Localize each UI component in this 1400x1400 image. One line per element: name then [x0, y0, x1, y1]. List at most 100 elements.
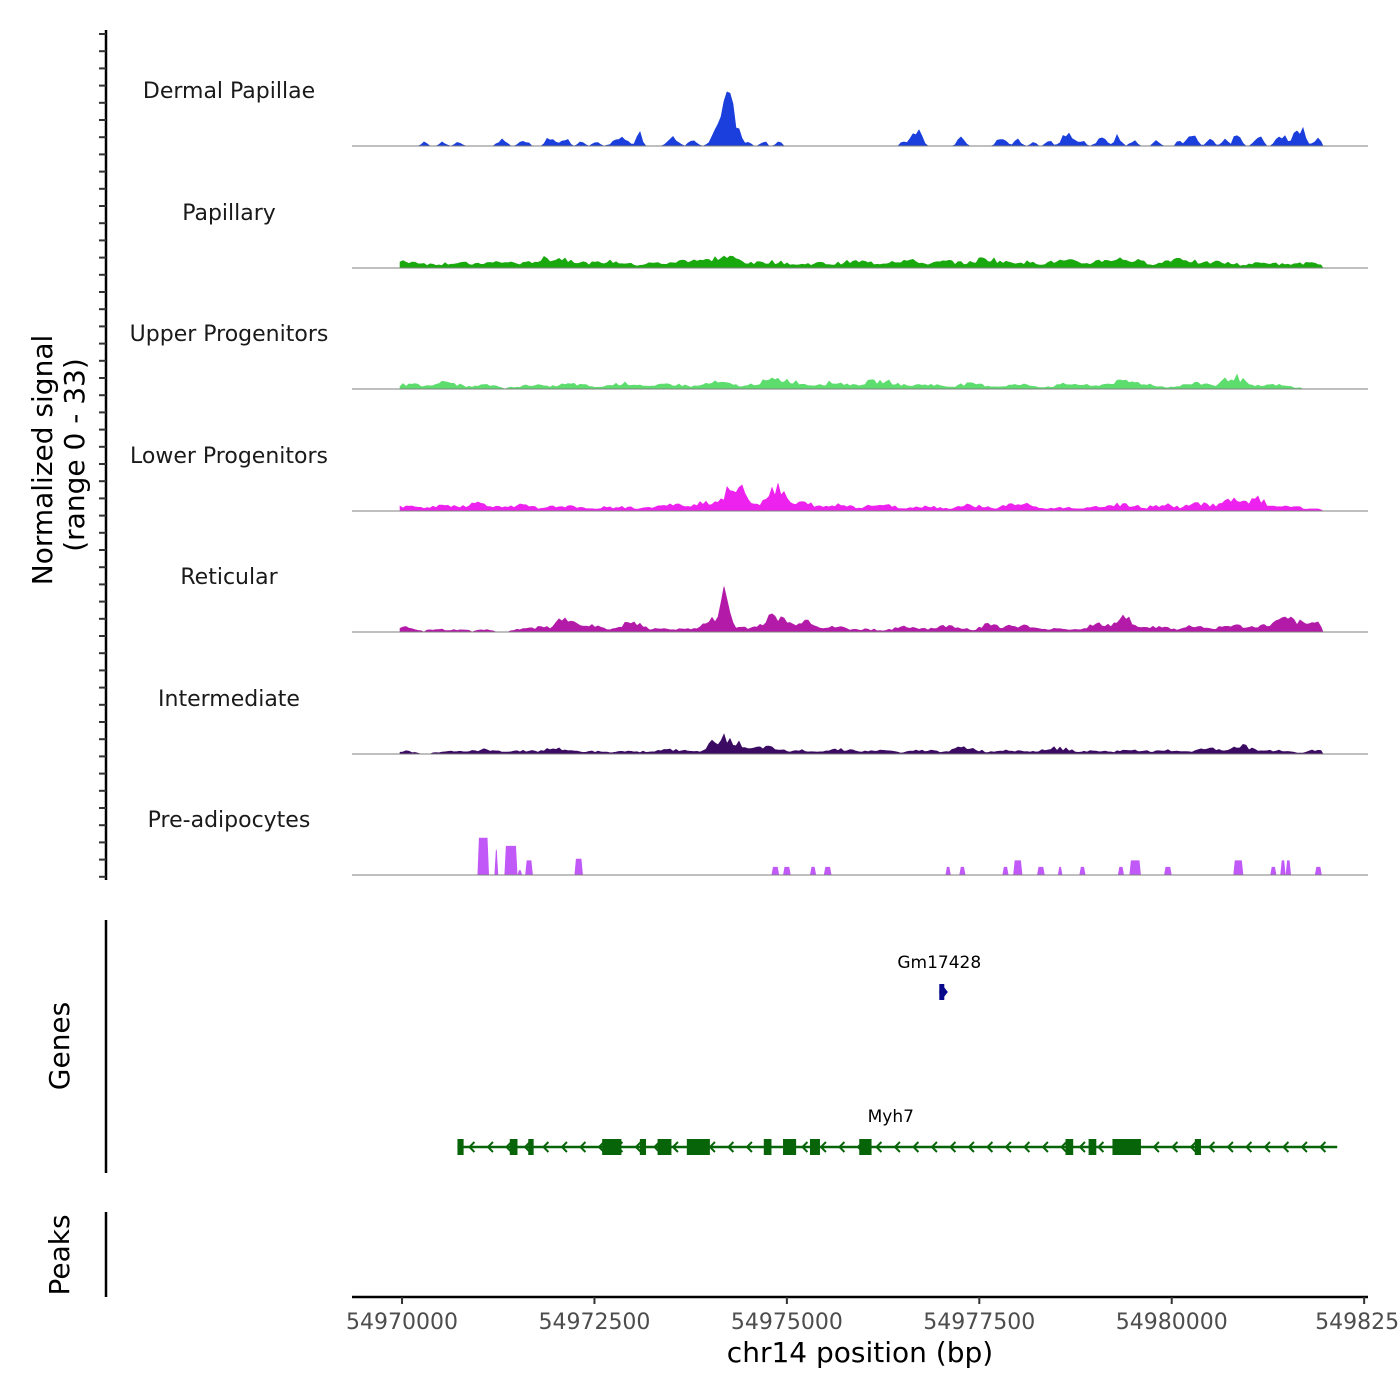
signal-bar: [1314, 866, 1322, 875]
gene-exon: [528, 1139, 534, 1155]
track-label: Pre-adipocytes: [148, 808, 311, 833]
signal-area: [399, 733, 1324, 755]
strand-arrow: [542, 1141, 550, 1153]
peaks-axis-label: Peaks: [43, 1214, 76, 1295]
strand-arrow: [1171, 1141, 1179, 1153]
gene-exon: [1088, 1139, 1097, 1155]
strand-arrow: [875, 1141, 883, 1153]
strand-arrow: [708, 1141, 716, 1153]
track-label: Dermal Papillae: [143, 79, 315, 104]
strand-arrow: [930, 1141, 938, 1153]
track-reticular: Reticular: [180, 565, 1368, 633]
strand-arrow: [745, 1141, 753, 1153]
strand-arrow: [1226, 1141, 1234, 1153]
strand-arrow: [727, 1141, 735, 1153]
strand-arrow: [949, 1141, 957, 1153]
strand-arrow: [838, 1141, 846, 1153]
gene-exon: [639, 1139, 647, 1155]
track-pre-adipocytes: Pre-adipocytes: [148, 808, 1368, 876]
strand-arrow: [1208, 1141, 1216, 1153]
gene-exon: [809, 1139, 820, 1155]
strand-arrow: [1282, 1141, 1290, 1153]
signal-bar: [1233, 860, 1244, 875]
strand-arrow: [801, 1141, 809, 1153]
gene-exon: [1112, 1139, 1141, 1155]
track-papillary: Papillary: [182, 201, 1368, 269]
track-dermal-papillae: Dermal Papillae: [143, 79, 1368, 147]
x-tick-label: 54975000: [731, 1310, 843, 1335]
strand-arrow: [986, 1141, 994, 1153]
genes-axis-label: Genes: [43, 1002, 76, 1090]
gene-exon: [763, 1139, 772, 1155]
gene-exon: [657, 1139, 672, 1155]
track-label: Papillary: [182, 201, 276, 226]
signal-area: [399, 586, 1324, 633]
signal-area: [399, 483, 1325, 512]
strand-arrow: [1300, 1141, 1308, 1153]
signal-bar: [1057, 866, 1063, 875]
track-lower-progenitors: Lower Progenitors: [130, 444, 1368, 512]
signal-bar: [1129, 860, 1141, 875]
gene-label: Myh7: [868, 1107, 914, 1127]
strand-arrow: [468, 1141, 476, 1153]
track-label: Reticular: [180, 565, 278, 590]
gene-track: Gm17428 Myh7: [457, 953, 1338, 1155]
signal-bar: [494, 849, 499, 875]
y-axis-title-line2: (range 0 - 33): [58, 358, 91, 552]
signal-area: [399, 373, 1323, 390]
strand-arrow: [1319, 1141, 1327, 1153]
x-tick-label: 54977500: [923, 1310, 1035, 1335]
strand-arrow: [1060, 1141, 1068, 1153]
signal-area: [399, 255, 1324, 269]
signal-bar: [525, 860, 533, 875]
signal-bar: [1117, 866, 1125, 875]
gene-exon: [509, 1139, 518, 1155]
x-tick-label: 54970000: [346, 1310, 458, 1335]
signal-tracks: Dermal Papillae Papillary Upper Progenitor…: [130, 79, 1368, 876]
strand-arrow: [1245, 1141, 1253, 1153]
axes: 54970000 54972500 54975000 54977500 54980000…: [99, 30, 1400, 1335]
x-axis-title: chr14 position (bp): [727, 1336, 993, 1369]
gene-exon: [686, 1139, 710, 1155]
gene-exon: [939, 984, 945, 1000]
track-label: Upper Progenitors: [130, 322, 329, 347]
signal-bar: [1013, 860, 1023, 875]
signal-bar: [574, 858, 583, 875]
x-tick-label: 54972500: [538, 1310, 650, 1335]
x-tick-label: 5498250: [1315, 1310, 1400, 1335]
strand-arrow: [1023, 1141, 1031, 1153]
gene-label: Gm17428: [897, 953, 981, 973]
strand-arrow: [819, 1141, 827, 1153]
strand-arrow: [671, 1141, 679, 1153]
gene-gm17428: Gm17428: [897, 953, 981, 1000]
strand-arrow: [1097, 1141, 1105, 1153]
track-label: Lower Progenitors: [130, 444, 328, 469]
strand-arrow: [1078, 1141, 1086, 1153]
gene-exon: [457, 1139, 464, 1155]
strand-arrow: [1263, 1141, 1271, 1153]
signal-bar: [1079, 866, 1086, 875]
gene-exon: [1194, 1139, 1201, 1155]
track-upper-progenitors: Upper Progenitors: [130, 322, 1368, 390]
signal-bar: [504, 845, 518, 875]
signal-bar: [1280, 860, 1286, 875]
signal-bar: [809, 866, 817, 875]
gene-exon: [602, 1139, 622, 1155]
strand-arrow: [505, 1141, 513, 1153]
strand-arrow: [1152, 1141, 1160, 1153]
track-intermediate: Intermediate: [158, 687, 1368, 755]
signal-bar: [1037, 866, 1045, 875]
strand-arrow: [912, 1141, 920, 1153]
signal-bar: [1270, 866, 1277, 875]
strand-arrow: [486, 1141, 494, 1153]
signal-bar: [823, 866, 832, 875]
gene-exon: [1065, 1139, 1074, 1155]
signal-bar: [783, 866, 791, 875]
signal-bar: [771, 866, 780, 875]
strand-arrow: [560, 1141, 568, 1153]
strand-arrow: [1041, 1141, 1049, 1153]
signal-bar: [517, 870, 523, 875]
strand-arrow: [634, 1141, 642, 1153]
strand-arrow: [1189, 1141, 1197, 1153]
y-axis-title-line1: Normalized signal: [26, 335, 59, 586]
